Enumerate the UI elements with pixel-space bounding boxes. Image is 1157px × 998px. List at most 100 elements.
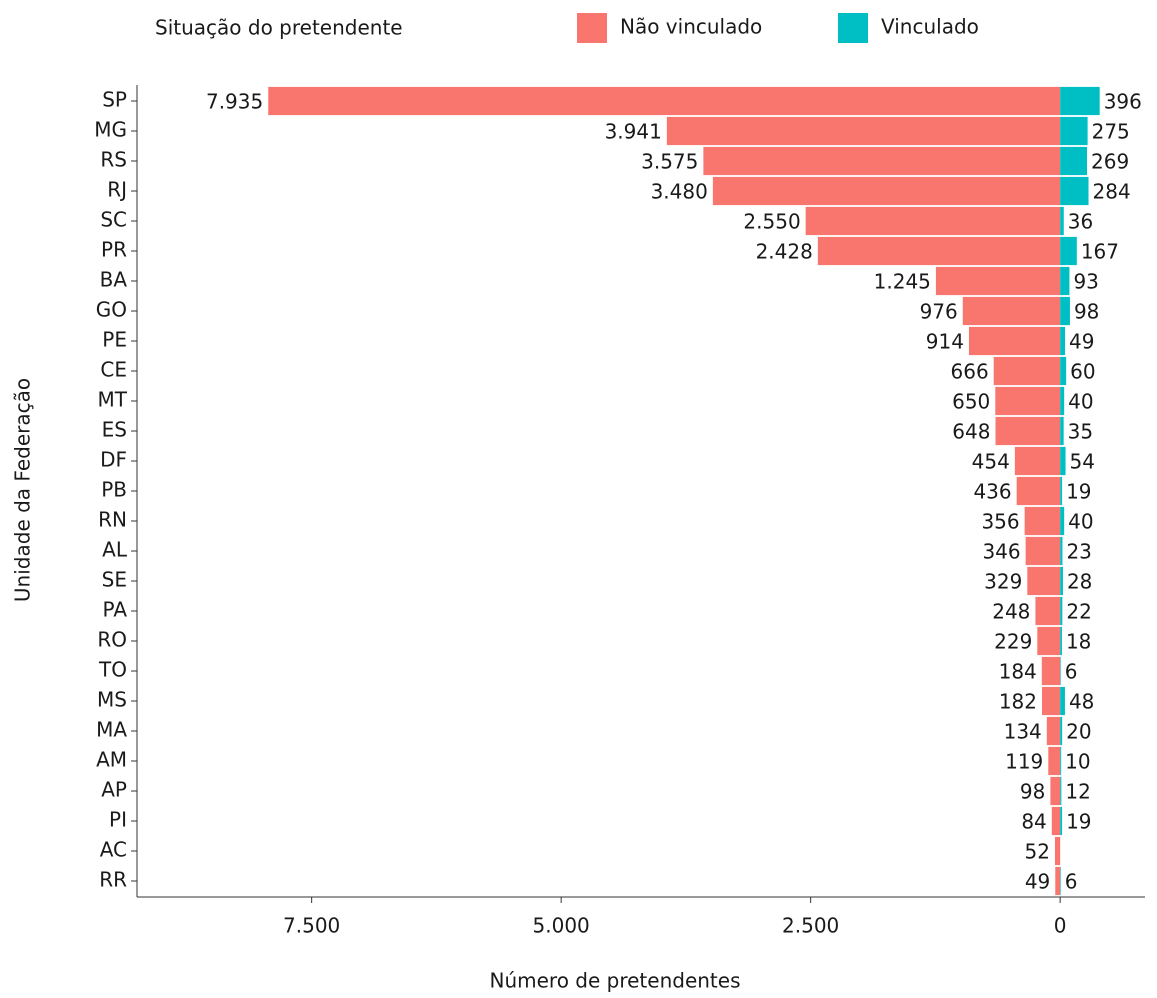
bar bbox=[1060, 716, 1063, 746]
bar bbox=[1060, 536, 1063, 566]
y-tick-label: PI bbox=[109, 808, 127, 832]
data-label: 48 bbox=[1069, 690, 1094, 714]
x-tick-label: 2.500 bbox=[782, 914, 839, 938]
bar bbox=[993, 356, 1061, 386]
x-tick-label: 7.500 bbox=[283, 914, 340, 938]
data-label: 98 bbox=[1074, 300, 1099, 324]
data-label: 329 bbox=[984, 570, 1022, 594]
bar bbox=[1060, 656, 1061, 686]
bar bbox=[1014, 446, 1061, 476]
data-label: 396 bbox=[1104, 90, 1142, 114]
bar bbox=[995, 386, 1061, 416]
y-tick-label: AC bbox=[100, 838, 127, 862]
y-tick-label: GO bbox=[96, 298, 127, 322]
data-label: 248 bbox=[992, 600, 1030, 624]
bar bbox=[1027, 566, 1061, 596]
bar bbox=[1050, 776, 1061, 806]
data-label: 19 bbox=[1066, 810, 1091, 834]
bar bbox=[1060, 326, 1066, 356]
bar bbox=[268, 86, 1061, 116]
y-tick-label: SP bbox=[102, 88, 127, 112]
bar bbox=[1054, 836, 1061, 866]
bar bbox=[703, 146, 1061, 176]
bar bbox=[1060, 776, 1062, 806]
y-tick-label: BA bbox=[100, 268, 128, 292]
data-label: 284 bbox=[1093, 180, 1131, 204]
y-tick-label: RS bbox=[100, 148, 127, 172]
x-axis-title: Número de pretendentes bbox=[489, 969, 740, 993]
bar bbox=[1060, 176, 1089, 206]
y-tick-label: AM bbox=[96, 748, 127, 772]
bar bbox=[1060, 146, 1088, 176]
data-label: 229 bbox=[994, 630, 1032, 654]
x-tick-label: 0 bbox=[1054, 914, 1067, 938]
data-label: 40 bbox=[1068, 510, 1093, 534]
bar bbox=[1042, 686, 1061, 716]
bar bbox=[1060, 386, 1065, 416]
bar bbox=[968, 326, 1061, 356]
bar bbox=[1046, 716, 1061, 746]
y-tick-label: CE bbox=[100, 358, 127, 382]
data-label: 52 bbox=[1025, 840, 1050, 864]
bar bbox=[1060, 416, 1064, 446]
x-tick-label: 5.000 bbox=[533, 914, 590, 938]
y-axis-title: Unidade da Federação bbox=[11, 378, 35, 602]
data-label: 2.428 bbox=[756, 240, 813, 264]
y-tick-label: TO bbox=[98, 658, 127, 682]
y-tick-label: AL bbox=[102, 538, 128, 562]
bar bbox=[935, 266, 1061, 296]
legend-label: Não vinculado bbox=[620, 15, 762, 39]
data-label: 269 bbox=[1091, 150, 1129, 174]
data-label: 6 bbox=[1065, 870, 1078, 894]
bar bbox=[1060, 806, 1063, 836]
data-label: 20 bbox=[1066, 720, 1091, 744]
bar bbox=[995, 416, 1061, 446]
data-label: 346 bbox=[982, 540, 1020, 564]
y-tick-label: MG bbox=[94, 118, 127, 142]
data-label: 49 bbox=[1069, 330, 1094, 354]
data-label: 648 bbox=[952, 420, 990, 444]
y-tick-label: RJ bbox=[107, 178, 127, 202]
data-label: 10 bbox=[1065, 750, 1090, 774]
data-label: 119 bbox=[1005, 750, 1043, 774]
bar bbox=[1041, 656, 1061, 686]
bar bbox=[1025, 536, 1061, 566]
legend-title: Situação do pretendente bbox=[155, 16, 403, 40]
data-label: 40 bbox=[1068, 390, 1093, 414]
data-label: 3.575 bbox=[641, 150, 698, 174]
data-label: 12 bbox=[1065, 780, 1090, 804]
bar bbox=[1060, 116, 1088, 146]
data-label: 23 bbox=[1066, 540, 1091, 564]
data-label: 3.941 bbox=[605, 120, 662, 144]
data-label: 49 bbox=[1025, 870, 1050, 894]
y-tick-label: RR bbox=[99, 868, 127, 892]
data-label: 914 bbox=[926, 330, 964, 354]
data-label: 184 bbox=[999, 660, 1037, 684]
data-label: 3.480 bbox=[651, 180, 708, 204]
bar bbox=[1060, 686, 1065, 716]
bar bbox=[1060, 356, 1067, 386]
y-tick-label: PB bbox=[101, 478, 127, 502]
bar bbox=[1060, 236, 1077, 266]
data-label: 454 bbox=[972, 450, 1010, 474]
bar bbox=[1060, 266, 1070, 296]
bar bbox=[1060, 86, 1100, 116]
legend-swatch bbox=[577, 13, 607, 43]
y-tick-label: ES bbox=[102, 418, 127, 442]
y-tick-label: RO bbox=[97, 628, 127, 652]
data-label: 36 bbox=[1068, 210, 1093, 234]
data-label: 28 bbox=[1067, 570, 1092, 594]
data-label: 18 bbox=[1066, 630, 1091, 654]
data-label: 666 bbox=[951, 360, 989, 384]
data-label: 6 bbox=[1065, 660, 1078, 684]
data-label: 134 bbox=[1004, 720, 1042, 744]
bar bbox=[1024, 506, 1061, 536]
bar bbox=[1055, 866, 1061, 896]
bar bbox=[1060, 626, 1062, 656]
data-label: 98 bbox=[1020, 780, 1045, 804]
data-label: 54 bbox=[1070, 450, 1095, 474]
data-label: 2.550 bbox=[743, 210, 800, 234]
legend-label: Vinculado bbox=[881, 15, 979, 39]
bar bbox=[1060, 296, 1070, 326]
data-label: 93 bbox=[1073, 270, 1098, 294]
